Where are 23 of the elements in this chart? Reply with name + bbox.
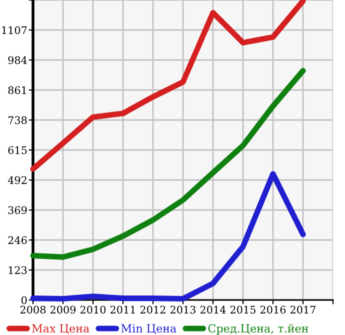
y-tick-label: 0 [22,296,27,304]
x-tick-label: 2012 [140,306,166,314]
x-tick-label: 2014 [200,306,226,314]
y-tick-label: 492 [8,176,26,184]
x-tick-label: 2008 [20,306,46,314]
legend-label: Max Цена [32,324,90,334]
y-tick-label: 246 [8,236,27,244]
legend-label: Сред.Цена, т.йен [208,324,308,335]
y-tick-label: 123 [8,266,27,274]
y-tick-label: 738 [8,116,27,124]
y-tick-label: 369 [8,206,27,214]
y-tick-label: 615 [8,146,27,154]
x-tick-label: 2016 [260,306,286,314]
y-tick-label: 984 [8,56,27,64]
x-tick-label: 2017 [290,306,316,314]
x-tick-label: 2013 [170,306,196,314]
y-tick-label: 1107 [2,26,27,34]
legend-label: Min Цена [121,324,176,334]
x-tick-label: 2010 [80,306,106,314]
x-tick-label: 2015 [230,306,256,314]
y-tick-label: 861 [8,86,26,94]
x-tick-label: 2009 [50,306,76,314]
x-tick-label: 2011 [110,306,135,314]
